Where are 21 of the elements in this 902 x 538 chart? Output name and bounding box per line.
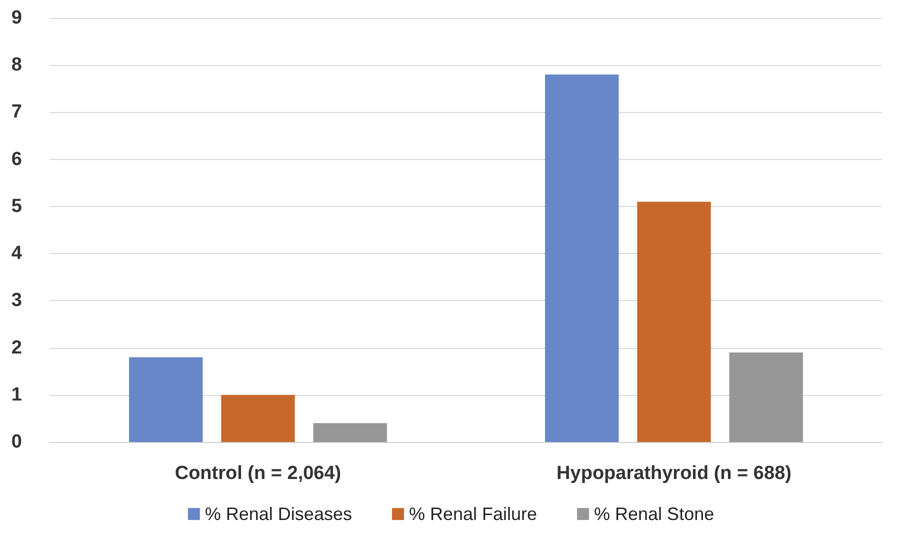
- y-tick-label: 2: [11, 337, 22, 358]
- legend-label: % Renal Failure: [408, 504, 538, 524]
- y-tick-label: 5: [11, 196, 22, 217]
- bar: [729, 352, 803, 442]
- y-tick-label: 4: [11, 243, 22, 264]
- y-tick-label: 7: [11, 102, 22, 123]
- bar: [221, 394, 295, 442]
- y-tick-label: 3: [11, 290, 22, 312]
- y-tick-label: 1: [11, 384, 22, 406]
- y-tick-label: 0: [11, 432, 22, 452]
- legend-label: % Renal Diseases: [204, 504, 352, 524]
- bar: [129, 357, 203, 442]
- x-tick-label: Hypoparathyroid (n = 688): [556, 463, 792, 484]
- bar: [313, 423, 387, 442]
- y-tick-label: 8: [11, 54, 22, 76]
- bar: [637, 202, 711, 442]
- y-tick-label: 9: [11, 8, 22, 28]
- legend-label: % Renal Stone: [594, 504, 714, 524]
- y-tick-label: 6: [11, 148, 22, 170]
- bar: [545, 74, 619, 442]
- x-tick-label: Control (n = 2,064): [174, 463, 342, 484]
